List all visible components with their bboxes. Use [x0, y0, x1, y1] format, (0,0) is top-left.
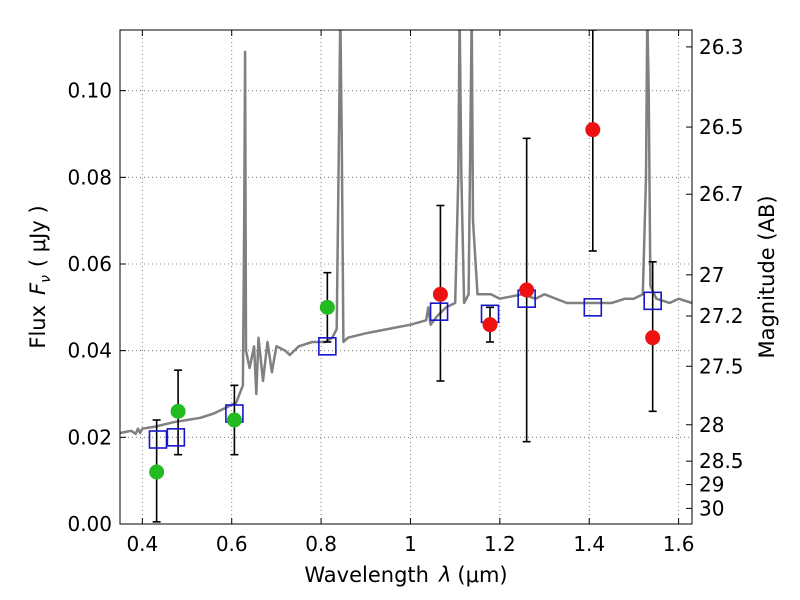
x-tick-label: 0.8: [305, 532, 337, 556]
green-data-point: [149, 464, 165, 480]
model-band-square: [148, 430, 168, 449]
x-tick-label: 1: [404, 532, 417, 556]
errorbar-layer: [152, 30, 657, 523]
y-tick-label: 0.06: [67, 252, 112, 276]
x-axis-label: Wavelength λ (μm): [304, 563, 507, 587]
y-axis: 0.00 0.02 0.04 0.06 0.08 0.10: [67, 79, 126, 536]
y2-tick-label: 26.5: [699, 115, 744, 139]
y-tick-label: 0.08: [67, 165, 112, 189]
x-tick-label: 1.2: [484, 532, 516, 556]
y2-tick-label: 27: [699, 263, 724, 287]
red-data-point: [482, 317, 498, 333]
y2-tick-label: 29: [699, 473, 724, 497]
y2-tick-label: 26.3: [699, 35, 744, 59]
x-tick-label: 0.4: [126, 532, 158, 556]
model-spectrum-layer: [120, 30, 692, 436]
model-spectrum-line: [120, 30, 692, 436]
x-tick-label: 0.6: [216, 532, 248, 556]
red-data-point: [432, 286, 448, 302]
y-axis-label: FluxFν( μJy ): [26, 205, 54, 348]
y-tick-label: 0.02: [67, 425, 112, 449]
y2-tick-label: 28.5: [699, 449, 744, 473]
model-band-square: [318, 337, 337, 356]
y2-tick-label: 27.5: [699, 354, 744, 378]
green-data-point: [170, 403, 186, 419]
x-tick-label: 1.4: [573, 532, 605, 556]
y2-axis-label: Magnitude (AB): [755, 195, 779, 358]
y-tick-label: 0.04: [67, 339, 112, 363]
model-band-square: [643, 291, 662, 311]
model-band-square: [429, 302, 449, 321]
grid: [120, 30, 692, 525]
y2-tick-label: 27.2: [699, 304, 744, 328]
y2-tick-label: 30: [699, 496, 724, 520]
point-layer: [149, 122, 661, 480]
y2-tick-label: 28: [699, 413, 724, 437]
plot-frame: [119, 29, 693, 525]
red-data-point: [585, 122, 601, 138]
y-tick-label: 0.00: [67, 512, 112, 536]
green-data-point: [319, 299, 335, 315]
x-axis: 0.4 0.6 0.8 1 1.2 1.4 1.6: [126, 30, 695, 556]
red-data-point: [519, 282, 535, 298]
red-data-point: [645, 330, 661, 346]
y2-tick-label: 26.7: [699, 182, 744, 206]
x-tick-label: 1.6: [663, 532, 695, 556]
square-layer: [148, 289, 662, 449]
model-band-square: [583, 298, 603, 317]
green-data-point: [226, 412, 242, 428]
model-band-square: [166, 428, 186, 447]
y-tick-label: 0.10: [67, 79, 112, 103]
